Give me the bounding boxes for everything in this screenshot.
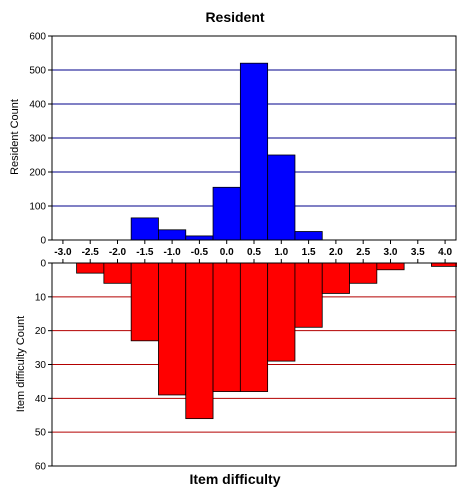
top-y-tick-label: 300: [29, 134, 46, 145]
bottom-y-axis-label: Item difficulty Count: [15, 316, 27, 412]
top-y-tick-label: 400: [29, 100, 46, 111]
resident-bars: [130, 62, 323, 241]
item-difficulty-bar: [185, 262, 214, 420]
top-y-tick-label: 600: [29, 32, 46, 43]
item-difficulty-bar: [103, 262, 132, 284]
bottom-y-tick-label: 10: [35, 292, 47, 303]
bottom-y-tick-label: 40: [35, 394, 47, 405]
plot-frames: [51, 35, 457, 467]
top-y-tick-label: 200: [29, 168, 46, 179]
item-difficulty-bar: [239, 262, 269, 392]
item-difficulty-bar: [212, 262, 241, 392]
x-tick-label: 2.5: [356, 247, 370, 258]
x-tick-label: 0.0: [220, 247, 234, 258]
x-tick-label: 2.0: [329, 247, 343, 258]
bottom-y-tick-label: 30: [35, 360, 47, 371]
item-difficulty-bar: [431, 262, 457, 267]
x-tick-label: 1.0: [274, 247, 288, 258]
x-ticks: -3.0 -2.5 -2.0 -1.5 -1.0 -0.5 0.0 0.5 1.0 1.5 2.0 2…: [54, 240, 452, 263]
bottom-y-ticks: 0 10 20 30 40 50 60: [35, 259, 52, 473]
item-difficulty-bar: [321, 262, 350, 294]
item-difficulty-bar: [376, 262, 405, 271]
bottom-y-tick-label: 20: [35, 326, 47, 337]
top-y-tick-label: 100: [29, 202, 46, 213]
resident-bar: [212, 186, 241, 241]
resident-bar: [239, 62, 269, 241]
bottom-y-tick-label: 0: [40, 259, 46, 270]
item-difficulty-bar: [130, 262, 159, 342]
top-y-tick-label: 0: [40, 236, 46, 247]
x-tick-label: 1.5: [302, 247, 316, 258]
x-tick-label: 0.5: [247, 247, 261, 258]
x-tick-label: -1.0: [163, 247, 181, 258]
x-tick-label: -0.5: [191, 247, 209, 258]
item-difficulty-bar: [349, 262, 378, 284]
item-difficulty-bar: [76, 262, 105, 274]
x-tick-label: -2.0: [109, 247, 127, 258]
x-axis-title: Item difficulty: [189, 471, 280, 487]
bottom-y-tick-label: 50: [35, 428, 47, 439]
x-tick-label: 4.0: [438, 247, 452, 258]
item-difficulty-bar: [267, 262, 296, 362]
x-tick-label: 3.0: [384, 247, 398, 258]
top-plot-frame: [51, 35, 457, 241]
chart-title: Resident: [205, 9, 264, 25]
top-y-tick-label: 500: [29, 66, 46, 77]
resident-bar: [185, 235, 214, 241]
resident-bar: [130, 217, 159, 241]
resident-bar: [294, 231, 323, 241]
top-y-ticks: 0 100 200 300 400 500 600: [29, 32, 52, 247]
x-tick-label: -1.5: [136, 247, 154, 258]
x-tick-label: 3.5: [411, 247, 425, 258]
top-y-axis-label: Resident Count: [9, 99, 21, 175]
item-difficulty-bars: [76, 262, 457, 420]
item-difficulty-bar: [294, 262, 323, 328]
resident-bar: [158, 229, 187, 241]
bottom-plot-frame: [51, 262, 457, 467]
resident-bar: [267, 154, 296, 241]
bottom-y-tick-label: 60: [35, 462, 47, 473]
x-tick-label: -2.5: [82, 247, 100, 258]
item-difficulty-bar: [158, 262, 187, 396]
x-tick-label: -3.0: [54, 247, 72, 258]
